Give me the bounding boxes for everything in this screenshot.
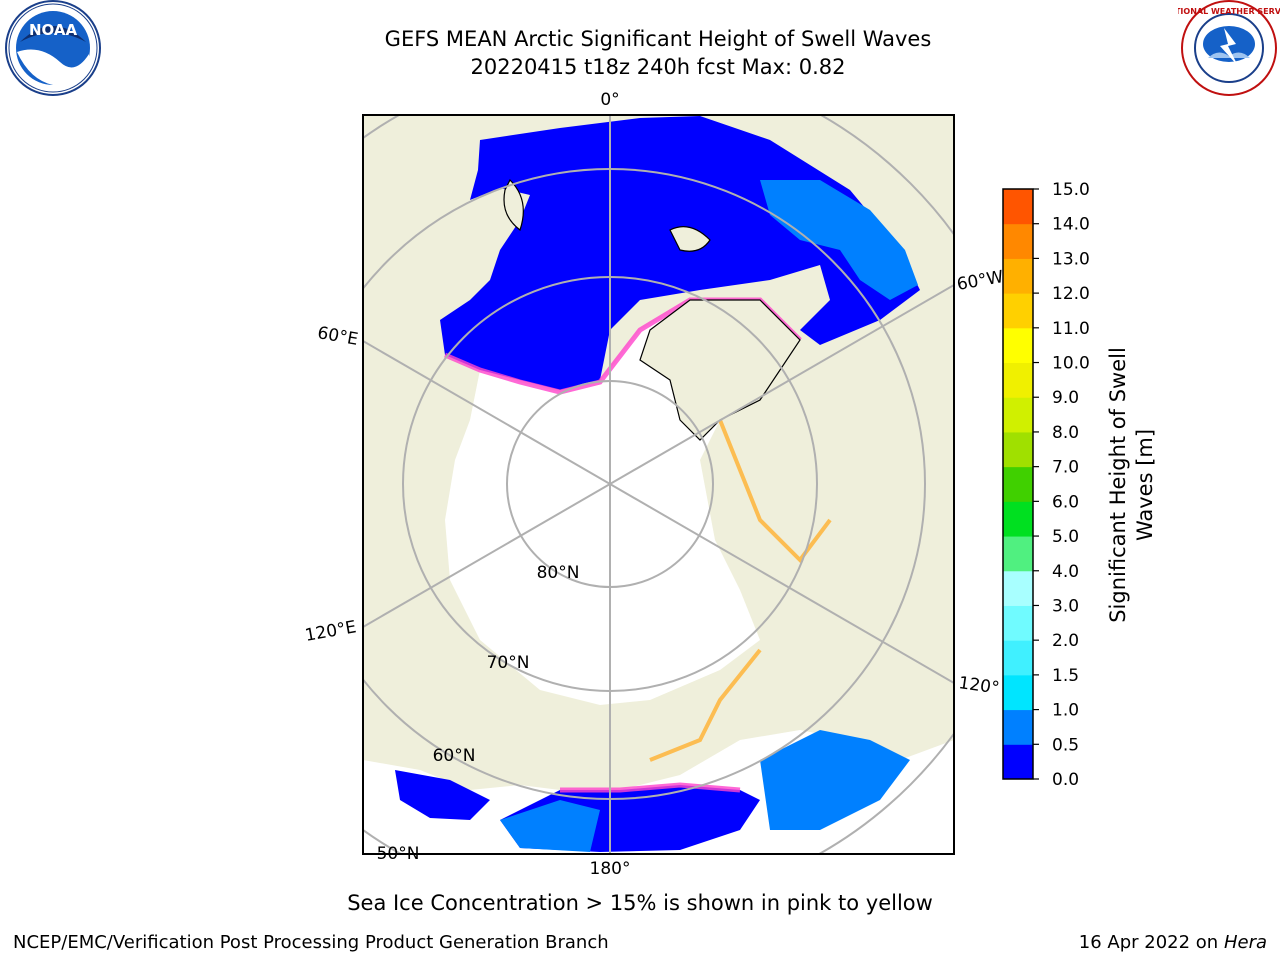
colorbar-tick-label: 7.0 bbox=[1052, 458, 1079, 478]
noaa-logo: NOAA bbox=[5, 0, 101, 96]
colorbar-swatch bbox=[1003, 189, 1033, 225]
colorbar-tick-label: 15.0 bbox=[1052, 180, 1090, 200]
colorbar-tick-label: 0.5 bbox=[1052, 735, 1079, 755]
svalbard bbox=[503, 178, 524, 231]
colorbar-tick-label: 13.0 bbox=[1052, 249, 1090, 269]
colorbar-swatch bbox=[1003, 744, 1033, 780]
meridian-120w bbox=[609, 483, 954, 684]
host-text: Hera bbox=[1223, 932, 1267, 953]
lat-label-50: 50°N bbox=[377, 844, 420, 864]
meridian-120e bbox=[363, 483, 611, 628]
colorbar-tick-label: 12.0 bbox=[1052, 284, 1090, 304]
chart-title: GEFS MEAN Arctic Significant Height of S… bbox=[384, 27, 932, 51]
colorbar-tick-label: 5.0 bbox=[1052, 527, 1079, 547]
colorbar-swatch bbox=[1003, 501, 1033, 537]
colorbar-swatch bbox=[1003, 293, 1033, 329]
colorbar-swatch bbox=[1003, 397, 1033, 433]
colorbar-swatch bbox=[1003, 431, 1033, 468]
ocean-pacific-mid bbox=[760, 730, 910, 830]
lon-label-60e: 60°E bbox=[316, 323, 360, 350]
noaa-logo-text: NOAA bbox=[29, 21, 78, 39]
colorbar-tick-label: 1.0 bbox=[1052, 701, 1079, 721]
nws-logo-text: NATIONAL WEATHER SERVICE bbox=[1178, 7, 1280, 16]
colorbar-swatch bbox=[1003, 536, 1033, 572]
colorbar-tick-label: 2.0 bbox=[1052, 631, 1079, 651]
ice-edge-alaska bbox=[649, 648, 762, 762]
colorbar-tick-label: 14.0 bbox=[1052, 215, 1090, 235]
ice-note: Sea Ice Concentration > 15% is shown in … bbox=[347, 891, 933, 915]
lat-label-80: 80°N bbox=[537, 563, 580, 583]
iceland bbox=[669, 226, 711, 252]
lat-label-60: 60°N bbox=[433, 746, 476, 766]
colorbar-label-line2: Waves [m] bbox=[1133, 429, 1157, 541]
colorbar-tick-label: 1.5 bbox=[1052, 666, 1079, 686]
credit-text: NCEP/EMC/Verification Post Processing Pr… bbox=[13, 932, 609, 953]
date-text: 16 Apr 2022 on bbox=[1078, 932, 1224, 953]
colorbar-tick-label: 9.0 bbox=[1052, 388, 1079, 408]
nws-logo: NATIONAL WEATHER SERVICE bbox=[1178, 0, 1280, 96]
map-frame bbox=[362, 114, 955, 855]
colorbar-swatch bbox=[1003, 570, 1033, 606]
colorbar-frame bbox=[1002, 188, 1034, 780]
colorbar-swatch bbox=[1003, 223, 1033, 259]
colorbar-swatch bbox=[1003, 674, 1033, 711]
date-host: 16 Apr 2022 on Hera bbox=[1079, 932, 1267, 953]
lon-label-120w: 120° bbox=[957, 673, 1000, 699]
chart-subtitle: 20220415 t18z 240h fcst Max: 0.82 bbox=[470, 55, 846, 79]
colorbar-swatch bbox=[1003, 258, 1033, 294]
lon-label-60w: 60°W bbox=[955, 267, 1005, 295]
colorbar-tick-label: 4.0 bbox=[1052, 562, 1079, 582]
meridian-60w bbox=[609, 284, 954, 485]
colorbar-tick-label: 6.0 bbox=[1052, 492, 1079, 512]
colorbar-label-line1: Significant Height of Swell bbox=[1106, 347, 1130, 623]
colorbar-swatch bbox=[1003, 327, 1033, 364]
lat-label-70: 70°N bbox=[487, 653, 530, 673]
colorbar-tick-label: 3.0 bbox=[1052, 596, 1079, 616]
colorbar-tick-label: 8.0 bbox=[1052, 423, 1079, 443]
ocean-bering-mid bbox=[500, 800, 600, 852]
colorbar-tick-label: 11.0 bbox=[1052, 319, 1090, 339]
meridian-60e bbox=[363, 340, 611, 485]
colorbar-swatch bbox=[1003, 605, 1033, 641]
colorbar-swatch bbox=[1003, 362, 1033, 398]
ocean-okhotsk bbox=[395, 770, 490, 820]
colorbar-tick-label: 0.0 bbox=[1052, 770, 1079, 790]
ice-edge-archipelago bbox=[718, 419, 832, 564]
colorbar-swatch bbox=[1003, 709, 1033, 745]
colorbar-swatch bbox=[1003, 466, 1033, 502]
lon-label-180: 180° bbox=[590, 859, 631, 879]
ocean-atlantic-mid bbox=[760, 180, 918, 300]
colorbar-tick-label: 10.0 bbox=[1052, 354, 1090, 374]
colorbar-swatch bbox=[1003, 640, 1033, 676]
ice-edge-bering bbox=[560, 782, 741, 793]
lon-label-0: 0° bbox=[600, 90, 619, 110]
colorbar: 0.0 0.5 1.0 1.5 2.0 3.0 4.0 5.0 6.0 7.0 8.0 9.0 10.0… bbox=[1002, 180, 1090, 790]
lon-label-120e: 120°E bbox=[303, 617, 357, 646]
greenland bbox=[639, 299, 801, 441]
